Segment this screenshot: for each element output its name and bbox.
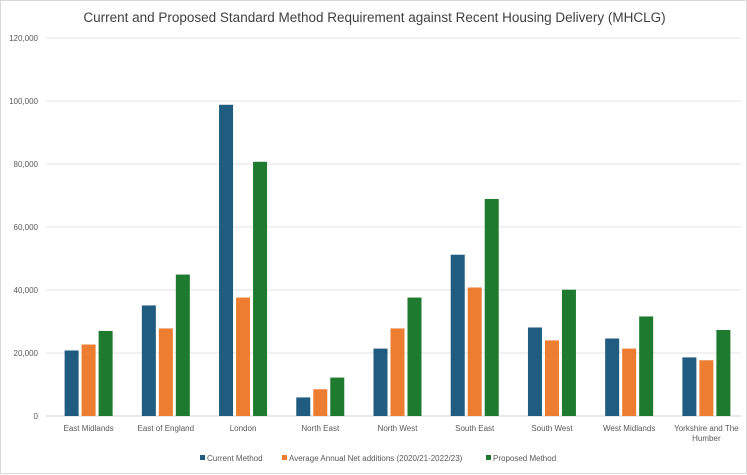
y-tick-label: 20,000 [14, 349, 39, 358]
bar [390, 328, 405, 416]
y-tick-label: 80,000 [14, 160, 39, 169]
bar [682, 357, 697, 416]
bar [407, 297, 422, 416]
bar [330, 377, 345, 416]
legend-label: Proposed Method [493, 454, 556, 463]
x-category-label: East Midlands [63, 424, 113, 433]
bar [716, 330, 731, 416]
y-tick-label: 60,000 [14, 223, 39, 232]
y-tick-label: 0 [34, 412, 39, 421]
bar [141, 305, 156, 416]
legend: Current Method Average Annual Net additio… [200, 454, 556, 463]
legend-label: Current Method [207, 454, 263, 463]
bar [313, 389, 328, 416]
bar [296, 397, 311, 416]
y-tick-label: 120,000 [9, 34, 38, 43]
x-category-label: North East [301, 424, 340, 433]
bar [561, 289, 576, 416]
bar [98, 330, 113, 416]
legend-swatch [200, 455, 205, 460]
x-category-label: London [230, 424, 257, 433]
y-axis-ticks: 0 20,000 40,000 60,000 80,000 100,000 120,000 [9, 34, 38, 421]
bar [484, 198, 499, 416]
x-category-label: Yorkshire and The [674, 424, 739, 433]
x-category-label: South East [455, 424, 495, 433]
bars [64, 104, 731, 416]
bar [236, 297, 251, 416]
bar [219, 104, 234, 416]
chart-title: Current and Proposed Standard Method Req… [83, 10, 665, 25]
y-tick-label: 100,000 [9, 97, 38, 106]
legend-label: Average Annual Net additions (2020/21-20… [289, 454, 463, 463]
bar [527, 327, 542, 416]
bar [64, 350, 79, 416]
x-category-label: Humber [692, 434, 721, 443]
bar [467, 287, 482, 416]
x-category-label: East of England [138, 424, 194, 433]
bar [158, 328, 173, 416]
bar [253, 161, 268, 416]
bar [175, 274, 190, 416]
x-category-label: North West [378, 424, 419, 433]
bar [544, 340, 559, 416]
bar [605, 338, 620, 416]
bar [699, 360, 714, 416]
x-category-label: West Midlands [603, 424, 655, 433]
bar [373, 348, 388, 416]
x-axis-categories: East Midlands East of England London North … [63, 424, 739, 443]
bar [622, 348, 637, 416]
legend-swatch [282, 455, 287, 460]
bar [450, 254, 465, 416]
bar [639, 316, 654, 416]
bar [81, 344, 96, 416]
x-category-label: South West [531, 424, 573, 433]
y-tick-label: 40,000 [14, 286, 39, 295]
legend-swatch [486, 455, 491, 460]
